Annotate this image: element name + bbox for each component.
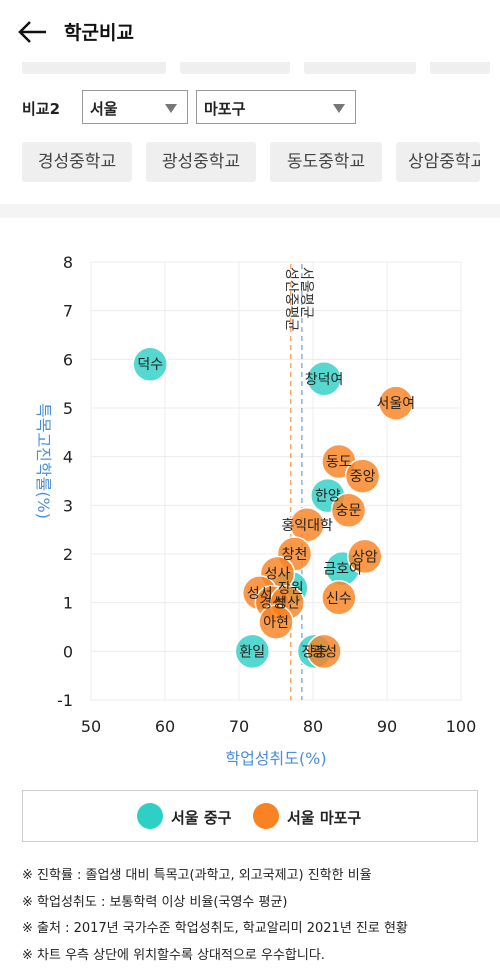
x-tick-label: 100	[446, 717, 477, 736]
data-label: 중앙	[350, 469, 376, 485]
reference-line-label: 성산중평균	[283, 267, 299, 332]
data-label: 광성	[311, 644, 337, 660]
y-tick-label: 7	[63, 302, 73, 321]
data-label: 아현	[263, 615, 289, 631]
previous-chip[interactable]	[180, 62, 290, 74]
note-line: ※ 진학률 : 졸업생 대비 특목고(과학고, 외고국제고) 진학한 비율	[22, 866, 492, 893]
school-chip[interactable]: 상암중학교	[396, 142, 480, 182]
data-label: 창덕여	[305, 372, 344, 388]
x-tick-label: 60	[155, 717, 175, 736]
previous-compare-row	[0, 62, 500, 76]
x-tick-label: 80	[303, 717, 323, 736]
district-select-value: 마포구	[204, 98, 245, 119]
school-chip[interactable]: 광성중학교	[146, 142, 256, 182]
chevron-down-icon	[165, 104, 177, 113]
y-tick-label: 8	[63, 253, 73, 272]
note-line: ※ 차트 우측 상단에 위치할수록 상대적으로 우수합니다.	[22, 946, 492, 972]
chevron-down-icon	[333, 104, 345, 113]
compare-label: 비교2	[22, 98, 60, 119]
data-label: 상암	[352, 549, 378, 565]
back-arrow-icon[interactable]	[16, 18, 48, 46]
chart-legend: 서울 중구 서울 마포구	[22, 790, 478, 842]
y-tick-label: 1	[63, 594, 73, 613]
school-chip[interactable]: 경성중학교	[22, 142, 132, 182]
city-select-value: 서울	[90, 98, 118, 119]
data-label: 홍익대학	[281, 518, 333, 534]
legend-label: 서울 중구	[171, 807, 231, 828]
y-tick-label: 4	[63, 448, 73, 467]
previous-chip[interactable]	[304, 62, 416, 74]
district-select[interactable]: 마포구	[196, 90, 356, 124]
data-label: 환일	[239, 644, 265, 660]
data-label: 창천	[282, 547, 308, 563]
data-label: 덕수	[137, 357, 163, 373]
y-tick-label: -1	[57, 691, 73, 710]
data-label: 성산	[274, 596, 300, 612]
compare-2-row: 비교2 서울 마포구	[0, 88, 500, 128]
previous-chip[interactable]	[22, 62, 166, 74]
note-line: ※ 출처 : 2017년 국가수준 학업성취도, 학교알리미 2021년 진로 …	[22, 919, 492, 946]
y-tick-label: 2	[63, 545, 73, 564]
data-label: 숭문	[336, 503, 362, 519]
y-axis-label: 특목고진학률(%)	[34, 403, 53, 519]
legend-swatch-mapo-gu	[253, 803, 279, 829]
city-select[interactable]: 서울	[82, 90, 188, 124]
legend-swatch-jung-gu	[137, 803, 163, 829]
data-label: 한양	[315, 489, 341, 505]
app-header: 학군비교	[0, 0, 500, 62]
y-tick-label: 3	[63, 496, 73, 515]
notes-section: ※ 진학률 : 졸업생 대비 특목고(과학고, 외고국제고) 진학한 비율 ※ …	[22, 866, 492, 972]
data-label: 신수	[326, 591, 352, 607]
y-tick-label: 6	[63, 350, 73, 369]
x-axis-label: 학업성취도(%)	[225, 749, 326, 768]
note-line: ※ 학업성취도 : 보통학력 이상 비율(국영수 평균)	[22, 893, 492, 920]
x-tick-label: 70	[229, 717, 249, 736]
x-tick-label: 90	[377, 717, 397, 736]
section-divider	[0, 204, 500, 218]
page-title: 학군비교	[64, 18, 134, 45]
school-chip[interactable]: 동도중학교	[270, 142, 382, 182]
data-label: 동도	[326, 455, 352, 471]
school-chip-list: 경성중학교 광성중학교 동도중학교 상암중학교	[0, 142, 500, 182]
y-tick-label: 0	[63, 642, 73, 661]
legend-label: 서울 마포구	[287, 807, 361, 828]
scatter-chart: 50 60 70 80 90 100 -1 0 1 2 3 4 5 6 7 8 학업성취도(%) 특목고진학률(%…	[0, 240, 500, 780]
data-label: 서울여	[377, 396, 416, 412]
y-tick-label: 5	[63, 399, 73, 418]
x-tick-label: 50	[81, 717, 101, 736]
data-label: 성사	[265, 566, 291, 582]
reference-line-label: 서울평균	[298, 267, 314, 319]
data-label: 장원	[278, 581, 304, 597]
previous-chip[interactable]	[430, 62, 490, 74]
